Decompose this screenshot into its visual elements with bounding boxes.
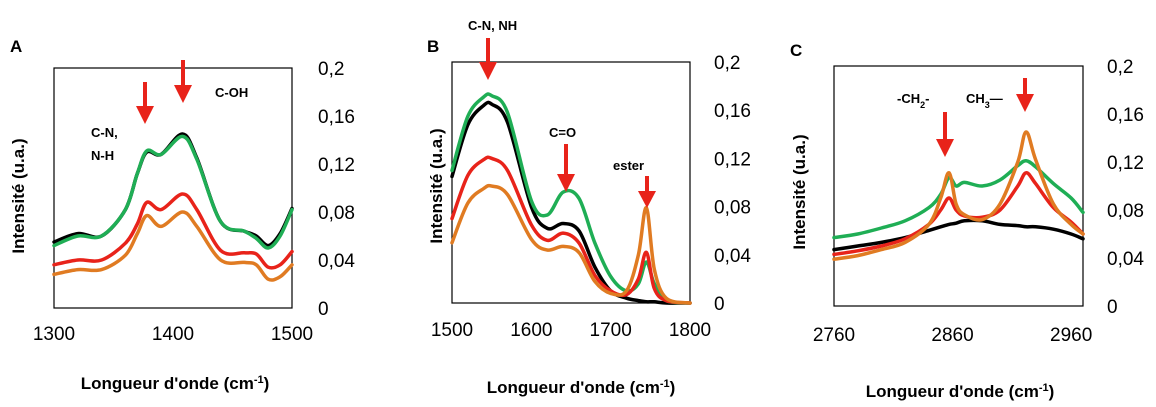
y-tick-label-a-4: 0,16 [318,107,355,128]
annotation-cn-nh: C-N, NH [468,18,517,33]
arrow-c1 [936,112,954,157]
series-group-b [450,92,692,305]
arrow-a1 [136,82,154,124]
x-axis-label-b-end: ) [670,378,676,397]
y-tick-label-c-1: 0,04 [1107,249,1144,270]
series-line-a-green [52,134,294,250]
y-tick-label-a-1: 0,04 [318,251,355,272]
y-tick-label-c-2: 0,08 [1107,201,1144,222]
annotation-ester: ester [613,158,644,173]
y-tick-label-c-4: 0,16 [1107,105,1144,126]
x-tick-label-b-3: 1800 [669,320,711,341]
x-tick-label-a-2: 1500 [271,324,313,345]
y-axis-label-b: Intensité (u.a.) [427,128,446,243]
y-tick-labels-a: 0 0,04 0,08 0,12 0,16 0,2 [318,59,355,320]
annotation-ch3-sub: 3 [985,100,990,110]
panel-b: B Intensité (u.a.) 00,040,080,120,160,2 … [427,18,751,397]
panel-c: C Intensité (u.a.) 00,040,080,120,160,2 … [790,41,1144,401]
y-tick-label-b-0: 0 [714,294,725,315]
x-axis-label-b-main: Longueur d'onde (cm [487,378,660,397]
y-tick-label-b-3: 0,12 [714,149,751,170]
plot-area-a [53,67,293,309]
annotation-ch3-main: CH [966,91,985,106]
annotation-co: C=O [549,125,576,140]
series-line-b-orange [450,183,692,305]
arrow-a2 [174,60,192,103]
x-axis-label-c-end: ) [1049,382,1055,401]
x-tick-label-c-1: 2860 [931,325,973,346]
x-tick-label-b-1: 1600 [510,320,552,341]
annotation-ch3-end: — [990,91,1003,106]
x-axis-label-b: Longueur d'onde (cm-1) [487,378,676,397]
y-tick-labels-c: 0 0,04 0,08 0,12 0,16 0,2 [1107,57,1144,318]
x-axis-label-a-end: ) [264,374,270,393]
y-tick-label-c-0: 0 [1107,297,1118,318]
annotation-ch2-end: - [925,91,929,106]
x-tick-label-a-1: 1400 [152,324,194,345]
y-tick-label-a-5: 0,2 [318,59,344,80]
x-tick-label-c-0: 2760 [813,325,855,346]
series-group-a [52,132,294,282]
arrow-b3 [638,176,656,208]
plot-area-c [833,65,1084,307]
x-tick-labels-a: 1300 1400 1500 [33,324,313,345]
series-line-c-black [832,218,1085,252]
annotation-nh: N-H [91,148,114,163]
panel-label-c: C [790,41,802,60]
y-tick-label-c-5: 0,2 [1107,57,1133,78]
series-group-c [832,130,1085,261]
y-tick-label-b-5: 0,2 [714,53,740,74]
y-tick-labels-b: 0 0,04 0,08 0,12 0,16 0,2 [714,53,751,315]
series-line-a-black [52,132,294,248]
y-axis-label-a: Intensité (u.a.) [9,138,28,253]
x-tick-labels-b: 1500 1600 1700 1800 [431,320,711,341]
series-line-b-black [450,100,692,305]
panel-a: A Intensité (u.a.) 00,040,080,120,160,2 … [9,37,355,393]
y-axis-label-c: Intensité (u.a.) [790,134,809,249]
x-axis-label-a: Longueur d'onde (cm-1) [81,374,270,393]
series-line-a-red [52,192,294,270]
x-axis-label-c-main: Longueur d'onde (cm [866,382,1039,401]
y-tick-label-a-3: 0,12 [318,155,355,176]
x-tick-labels-c: 2760 2860 2960 [813,325,1092,346]
x-axis-label-a-sup: -1 [254,374,264,386]
annotation-cn: C-N, [91,125,118,140]
y-tick-label-b-2: 0,08 [714,198,751,219]
y-tick-label-a-2: 0,08 [318,203,355,224]
x-axis-label-b-sup: -1 [660,378,670,390]
series-line-a-orange [52,210,294,282]
arrow-b2 [557,144,575,192]
x-tick-label-c-2: 2960 [1050,325,1092,346]
x-tick-label-b-0: 1500 [431,320,473,341]
y-tick-label-a-0: 0 [318,299,329,320]
annotation-ch2-main: -CH [897,91,920,106]
y-tick-label-c-3: 0,12 [1107,153,1144,174]
panel-label-a: A [10,37,22,56]
series-line-b-red [450,155,692,305]
panel-label-b: B [427,37,439,56]
annotation-ch2: -CH2- [897,91,929,110]
plot-area-b [451,61,691,304]
arrow-b1 [479,38,497,80]
arrow-c2 [1016,78,1034,112]
x-tick-label-a-0: 1300 [33,324,75,345]
annotation-coh: C-OH [215,85,248,100]
x-axis-label-c: Longueur d'onde (cm-1) [866,382,1055,401]
annotation-ch3: CH3— [966,91,1003,110]
x-tick-label-b-2: 1700 [590,320,632,341]
x-axis-label-c-sup: -1 [1039,382,1049,394]
y-tick-label-b-1: 0,04 [714,246,751,267]
y-tick-label-b-4: 0,16 [714,101,751,122]
annotation-ch2-sub: 2 [920,100,925,110]
series-line-c-orange [832,130,1085,261]
x-axis-label-a-main: Longueur d'onde (cm [81,374,254,393]
